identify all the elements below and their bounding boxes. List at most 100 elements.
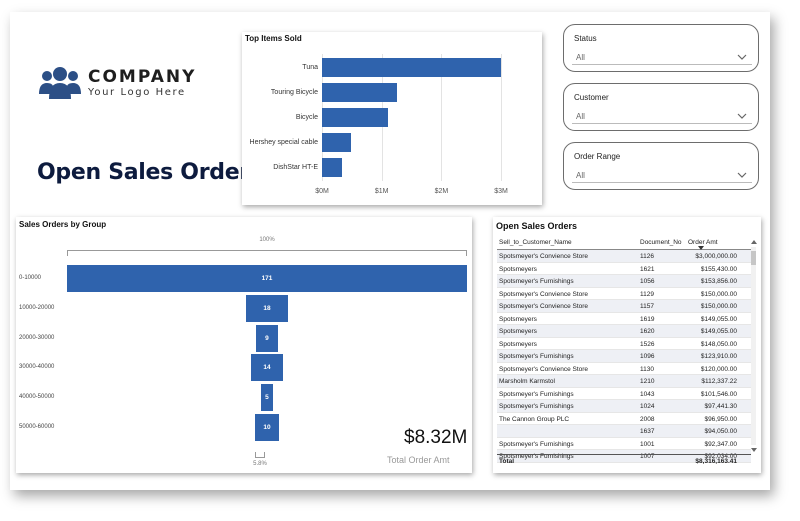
category-label: 40000-50000 xyxy=(19,394,55,401)
customer-dropdown[interactable]: All xyxy=(572,109,752,124)
total-order-amount-label: Total Order Amt xyxy=(387,455,450,465)
logo-company-name: COMPANY xyxy=(88,66,197,87)
cell-order-amt: $92,034.00 xyxy=(704,453,737,460)
table-row[interactable]: 1637 $94,050.00 xyxy=(497,425,751,438)
cell-document-no: 1056 xyxy=(640,278,655,285)
funnel-bar[interactable]: 18 xyxy=(245,294,289,322)
funnel-bar[interactable]: 5 xyxy=(261,384,273,412)
order-range-slicer[interactable]: Order Range All xyxy=(563,142,759,190)
cell-document-no: 1129 xyxy=(640,290,654,298)
cell-order-amt: $148,050.00 xyxy=(700,340,737,348)
slicer-title: Status xyxy=(574,34,597,43)
total-order-amount: $8.32M xyxy=(404,427,468,448)
column-header-order-amt[interactable]: Order Amt xyxy=(688,239,718,246)
table-row[interactable]: Spotsmeyers 1621 $155,430.00 xyxy=(497,263,751,275)
bar[interactable] xyxy=(322,83,397,102)
open-sales-orders-table[interactable]: Open Sales Orders Sell_to_Customer_Name … xyxy=(493,217,761,473)
table-body: Spotsmeyer's Convience Store 1126 $3,000,0… xyxy=(497,250,751,463)
sales-orders-funnel[interactable]: Sales Orders by Group 100% 0-10000 171 100… xyxy=(16,217,472,473)
logo-tagline: Your Logo Here xyxy=(88,86,186,98)
table-header: Sell_to_Customer_Name Document_No Order … xyxy=(497,236,751,250)
table-row[interactable]: Spotsmeyer's Convience Store 1126 $3,000,0… xyxy=(497,250,751,263)
scroll-track[interactable] xyxy=(751,247,756,445)
x-tick-label: $3M xyxy=(494,188,508,195)
data-label: 10 xyxy=(263,424,271,431)
table-row[interactable]: Spotsmeyers 1619 $149,055.00 xyxy=(497,313,751,325)
cell-document-no: 1024 xyxy=(640,403,655,410)
funnel-bar[interactable]: 14 xyxy=(250,354,284,382)
customer-slicer[interactable]: Customer All xyxy=(563,83,759,131)
cell-customer: Spotsmeyer's Furnishings xyxy=(499,353,574,360)
company-logo: COMPANY Your Logo Here xyxy=(38,66,196,100)
cell-customer: Spotsmeyers xyxy=(499,340,537,348)
cell-order-amt: $155,430.00 xyxy=(700,265,737,273)
table-row[interactable]: Spotsmeyer's Furnishings 1043 $101,546.00 xyxy=(497,388,751,400)
bar[interactable] xyxy=(322,58,502,77)
data-label: 9 xyxy=(265,334,269,342)
sort-descending-icon[interactable] xyxy=(698,246,704,250)
cell-customer: Marsholm Karmstol xyxy=(499,378,555,385)
column-header-document-no[interactable]: Document_No xyxy=(640,239,682,246)
top-items-chart[interactable]: Top Items Sold $0M $1M $2M $3M Tuna Touring B… xyxy=(242,32,542,205)
scroll-up-icon[interactable] xyxy=(751,240,757,244)
table-row[interactable]: Spotsmeyer's Furnishings 1096 $123,910.00 xyxy=(497,350,751,363)
category-label: 50000-60000 xyxy=(19,424,55,430)
chart-title: Sales Orders by Group xyxy=(19,220,107,229)
bar[interactable] xyxy=(322,133,351,152)
cell-document-no: 1126 xyxy=(640,253,654,260)
table-scrollbar[interactable] xyxy=(750,239,757,453)
table-row[interactable]: Spotsmeyer's Furnishings 1007 $92,034.00 xyxy=(497,450,751,463)
table-row[interactable]: Spotsmeyer's Convience Store 1129 $150,000… xyxy=(497,288,751,300)
status-dropdown[interactable]: All xyxy=(572,50,752,65)
table-row[interactable]: Spotsmeyers 1620 $149,055.00 xyxy=(497,325,751,338)
category-label: Touring Bicycle xyxy=(270,89,318,96)
table-row[interactable]: The Cannon Group PLC 2008 $96,950.00 xyxy=(497,413,751,425)
category-label: Tuna xyxy=(302,64,318,71)
order-range-dropdown[interactable]: All xyxy=(572,168,752,183)
table-row[interactable]: Spotsmeyer's Convience Store 1130 $120,000… xyxy=(497,363,751,375)
cell-order-amt: $112,337.22 xyxy=(701,378,737,385)
cell-customer: Spotsmeyer's Furnishings xyxy=(499,403,574,410)
category-label: 20000-30000 xyxy=(19,334,55,341)
cell-customer: Spotsmeyer's Furnishings xyxy=(499,440,574,448)
cell-order-amt: $101,546.00 xyxy=(700,390,737,398)
scroll-down-icon[interactable] xyxy=(751,448,757,452)
bar[interactable] xyxy=(322,158,342,177)
cell-order-amt: $150,000.00 xyxy=(700,303,737,310)
cell-order-amt: $97,441.30 xyxy=(704,403,737,410)
orders-table: Sell_to_Customer_Name Document_No Order … xyxy=(497,236,751,463)
bar[interactable] xyxy=(322,108,388,127)
slicer-title: Customer xyxy=(574,93,609,102)
users-group-icon xyxy=(39,67,81,99)
cell-order-amt: $150,000.00 xyxy=(700,290,737,298)
funnel-bar[interactable]: 171 xyxy=(67,265,467,292)
category-label: 10000-20000 xyxy=(19,304,55,311)
x-tick-label: $1M xyxy=(374,188,389,195)
data-label: 18 xyxy=(263,304,271,312)
slicer-value: All xyxy=(576,53,585,62)
cell-customer: Spotsmeyers xyxy=(499,265,537,273)
chevron-down-icon[interactable] xyxy=(736,51,748,63)
table-row[interactable]: Spotsmeyer's Furnishings 1056 $153,856.00 xyxy=(497,275,751,288)
cell-document-no: 1619 xyxy=(640,315,655,323)
cell-document-no: 1001 xyxy=(640,440,655,448)
data-label: 14 xyxy=(263,364,271,372)
status-slicer[interactable]: Status All xyxy=(563,24,759,72)
funnel-bar[interactable]: 10 xyxy=(255,414,279,441)
scroll-thumb[interactable] xyxy=(751,251,756,265)
chevron-down-icon[interactable] xyxy=(736,169,748,181)
column-header-customer[interactable]: Sell_to_Customer_Name xyxy=(499,239,572,246)
chevron-down-icon[interactable] xyxy=(736,110,748,122)
cell-customer: Spotsmeyer's Furnishings xyxy=(499,453,574,460)
table-row[interactable]: Spotsmeyer's Furnishings 1001 $92,347.00 xyxy=(497,438,751,450)
table-row[interactable]: Marsholm Karmstol 1210 $112,337.22 xyxy=(497,375,751,388)
funnel-bar[interactable]: 9 xyxy=(256,324,278,352)
table-row[interactable]: Spotsmeyers 1526 $148,050.00 xyxy=(497,338,751,350)
table-row[interactable]: Spotsmeyer's Convience Store 1157 $150,000… xyxy=(497,300,751,313)
cell-document-no: 1096 xyxy=(640,353,655,360)
cell-customer: Spotsmeyer's Convience Store xyxy=(499,290,589,298)
funnel-top-pct: 100% xyxy=(259,237,275,243)
table-row[interactable]: Spotsmeyer's Furnishings 1024 $97,441.30 xyxy=(497,400,751,413)
cell-document-no: 1043 xyxy=(640,390,655,398)
cell-customer: Spotsmeyer's Furnishings xyxy=(499,390,574,398)
